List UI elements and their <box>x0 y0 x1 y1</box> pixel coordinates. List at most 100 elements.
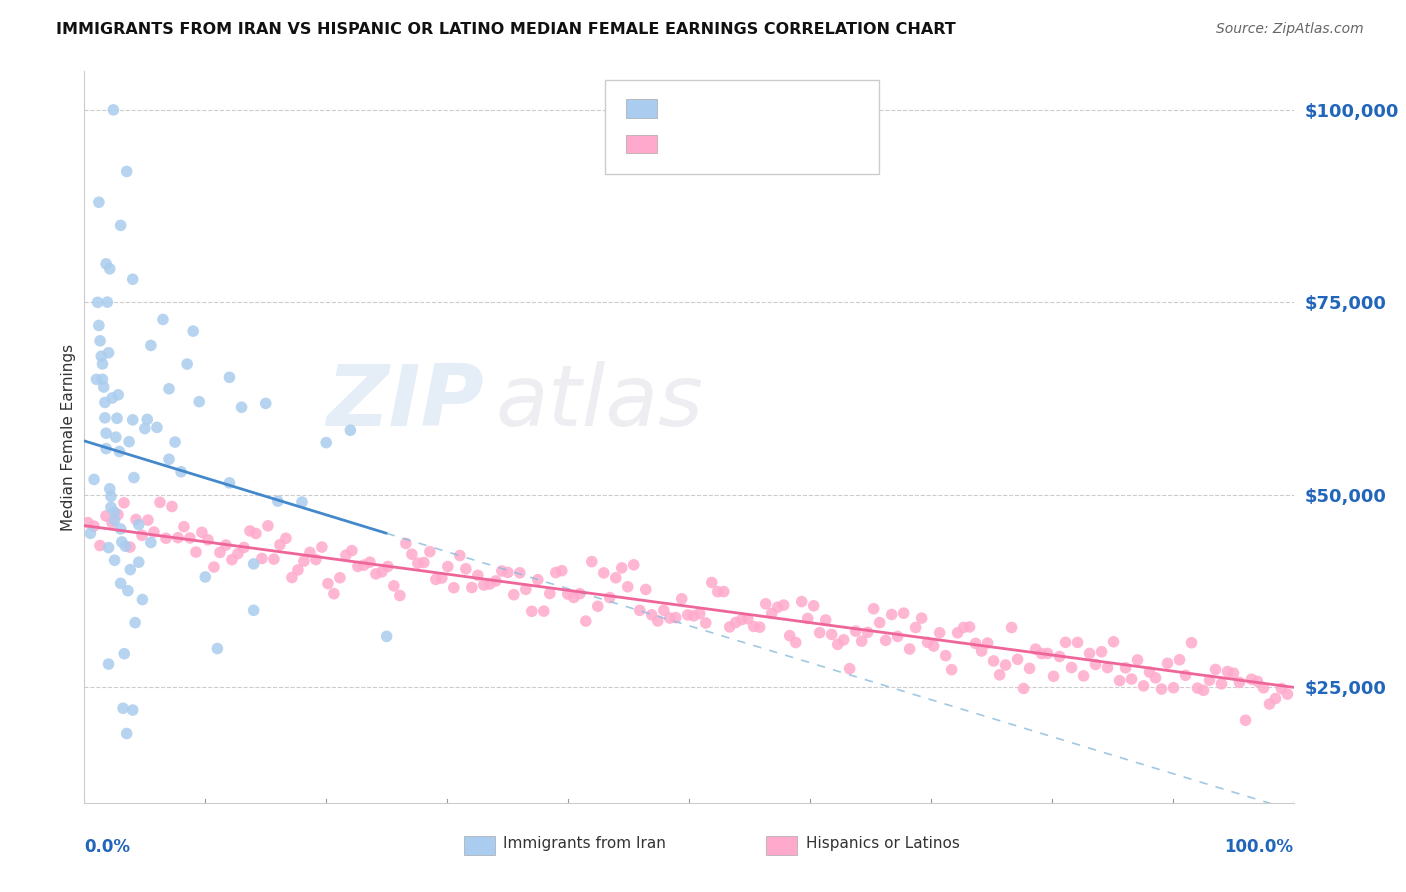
Point <box>134 421 156 435</box>
Point <box>437 559 460 574</box>
Point <box>845 624 868 639</box>
Point <box>1264 691 1286 706</box>
Text: 0.0%: 0.0% <box>84 838 131 856</box>
Point <box>443 581 465 595</box>
Text: 201: 201 <box>825 134 862 152</box>
Point <box>652 603 675 617</box>
Text: -0.921: -0.921 <box>710 134 772 152</box>
Point <box>1073 669 1095 683</box>
Point <box>395 536 418 550</box>
Point <box>461 581 484 595</box>
Point <box>1115 661 1137 675</box>
Point <box>917 635 939 649</box>
Point <box>803 599 825 613</box>
Point <box>139 535 162 549</box>
Point <box>910 611 932 625</box>
Point <box>218 370 240 384</box>
Point <box>1216 665 1239 679</box>
Point <box>1007 652 1029 666</box>
Point <box>1222 666 1244 681</box>
Point <box>425 573 447 587</box>
Point <box>527 573 550 587</box>
Point <box>97 541 120 555</box>
Point <box>689 607 711 621</box>
Point <box>157 452 180 467</box>
Point <box>869 615 891 630</box>
Point <box>347 559 370 574</box>
Point <box>179 531 201 545</box>
Point <box>779 629 801 643</box>
Point <box>97 345 120 359</box>
Point <box>1246 674 1268 689</box>
Point <box>496 566 519 580</box>
Text: Hispanics or Latinos: Hispanics or Latinos <box>806 837 959 851</box>
Point <box>146 420 169 434</box>
Point <box>430 571 453 585</box>
Point <box>1054 635 1077 649</box>
Point <box>509 566 531 580</box>
Point <box>544 566 567 580</box>
Point <box>375 629 398 643</box>
Point <box>86 295 108 310</box>
Point <box>790 594 813 608</box>
Point <box>191 525 214 540</box>
Point <box>96 295 118 310</box>
Point <box>104 514 127 528</box>
Point <box>671 591 693 606</box>
Point <box>880 607 903 622</box>
Point <box>472 578 495 592</box>
Point <box>215 538 238 552</box>
Point <box>315 435 337 450</box>
Point <box>467 568 489 582</box>
Point <box>1187 681 1209 695</box>
Point <box>796 611 818 625</box>
Text: Immigrants from Iran: Immigrants from Iran <box>503 837 666 851</box>
Point <box>105 411 128 425</box>
Point <box>239 524 262 538</box>
Point <box>339 423 361 437</box>
Point <box>291 495 314 509</box>
Point <box>748 620 770 634</box>
Point <box>731 613 754 627</box>
Point <box>87 318 110 333</box>
Point <box>634 582 657 597</box>
Point <box>742 619 765 633</box>
Point <box>599 591 621 605</box>
Point <box>1018 661 1040 675</box>
Point <box>1084 657 1107 672</box>
Point <box>713 584 735 599</box>
Point <box>1258 697 1281 711</box>
Point <box>108 444 131 458</box>
Point <box>335 548 357 562</box>
Point <box>110 576 132 591</box>
Point <box>628 603 651 617</box>
Point <box>118 540 141 554</box>
Point <box>976 636 998 650</box>
Point <box>928 625 950 640</box>
Point <box>1163 681 1185 695</box>
Point <box>155 531 177 545</box>
Point <box>862 601 884 615</box>
Point <box>292 554 315 568</box>
Point <box>875 633 897 648</box>
Point <box>101 516 124 530</box>
Point <box>605 571 627 585</box>
Point <box>221 552 243 566</box>
Point <box>311 540 333 554</box>
Text: IMMIGRANTS FROM IRAN VS HISPANIC OR LATINO MEDIAN FEMALE EARNINGS CORRELATION CH: IMMIGRANTS FROM IRAN VS HISPANIC OR LATI… <box>56 22 956 37</box>
Point <box>89 334 111 348</box>
Point <box>86 372 108 386</box>
Point <box>700 575 723 590</box>
Text: Source: ZipAtlas.com: Source: ZipAtlas.com <box>1216 22 1364 37</box>
Point <box>1192 683 1215 698</box>
Point <box>202 560 225 574</box>
Point <box>1049 649 1071 664</box>
Point <box>1042 669 1064 683</box>
Point <box>1126 653 1149 667</box>
Point <box>821 627 844 641</box>
Point <box>808 625 831 640</box>
Point <box>1211 677 1233 691</box>
Point <box>515 582 537 597</box>
Point <box>1174 668 1197 682</box>
Point <box>98 482 121 496</box>
